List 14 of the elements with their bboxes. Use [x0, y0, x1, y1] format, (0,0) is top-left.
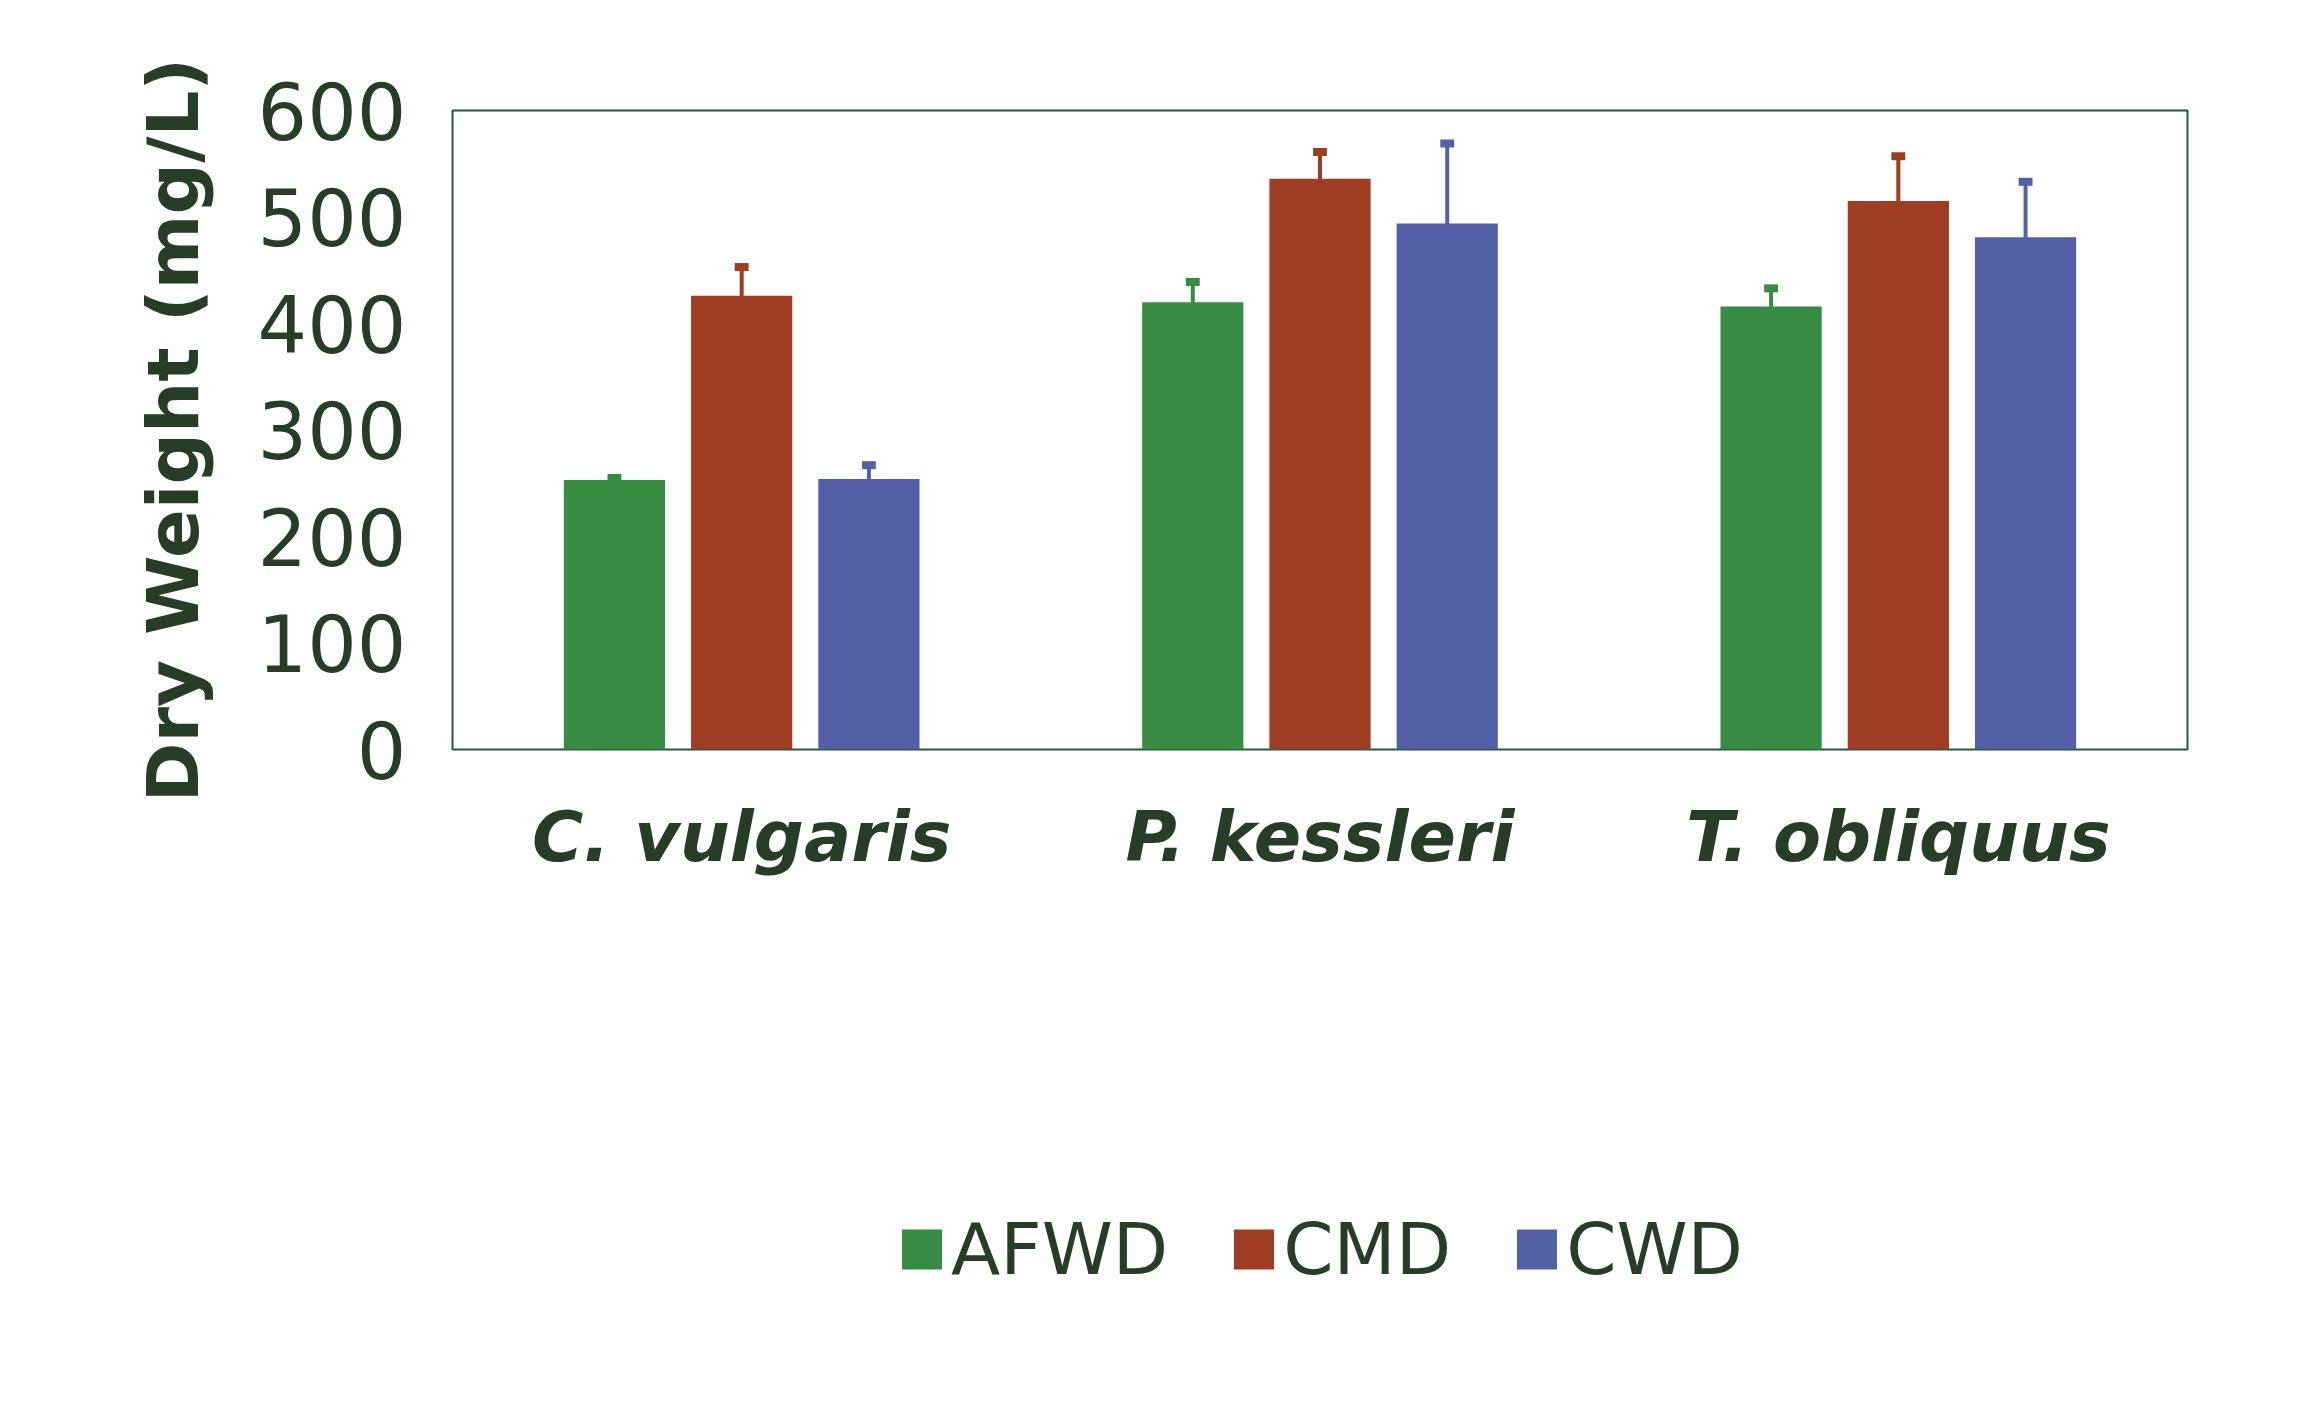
y-axis-title: Dry Weight (mg/L)	[130, 57, 215, 803]
y-tick-label: 0	[356, 706, 407, 797]
x-tick-label: C. vulgaris	[532, 795, 952, 878]
y-tick-label: 600	[257, 67, 407, 158]
y-tick-label: 500	[257, 174, 407, 264]
y-tick-label: 100	[257, 600, 407, 690]
y-tick-label: 400	[257, 280, 407, 371]
y-tick-label: 300	[257, 387, 407, 477]
x-tick-label: T. obliquus	[1686, 795, 2111, 878]
legend-label: CMD	[1283, 1207, 1452, 1291]
y-tick-label: 200	[257, 493, 407, 584]
legend-label: AFWD	[950, 1207, 1169, 1291]
x-tick-label: P. kessleri	[1125, 795, 1516, 878]
legend-label: CWD	[1566, 1207, 1744, 1291]
